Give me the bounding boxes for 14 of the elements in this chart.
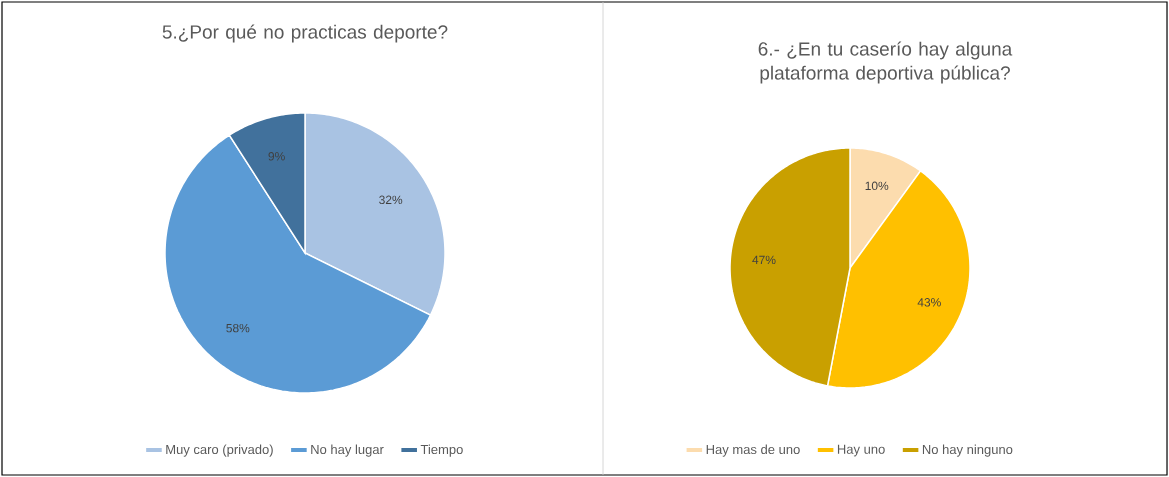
- legend-label: Hay uno: [837, 444, 885, 457]
- data-label: 43%: [917, 298, 941, 307]
- legend-label: Tiempo: [420, 444, 463, 457]
- legend-label: Hay mas de uno: [706, 444, 800, 457]
- legend-label: No hay ninguno: [922, 444, 1013, 457]
- chart-title: 5.¿Por qué no practicas deporte?: [162, 24, 448, 43]
- data-label: 9%: [268, 152, 285, 161]
- legend-label: Muy caro (privado): [166, 444, 273, 457]
- data-label: 10%: [865, 181, 889, 191]
- data-label: 32%: [379, 195, 403, 205]
- data-label: 58%: [226, 323, 250, 333]
- data-label: 47%: [752, 255, 776, 265]
- legend-label: No hay lugar: [311, 444, 384, 457]
- chart-title: 6.- ¿En tu caserío hay alguna plataforma deportiva pública?: [758, 41, 1013, 84]
